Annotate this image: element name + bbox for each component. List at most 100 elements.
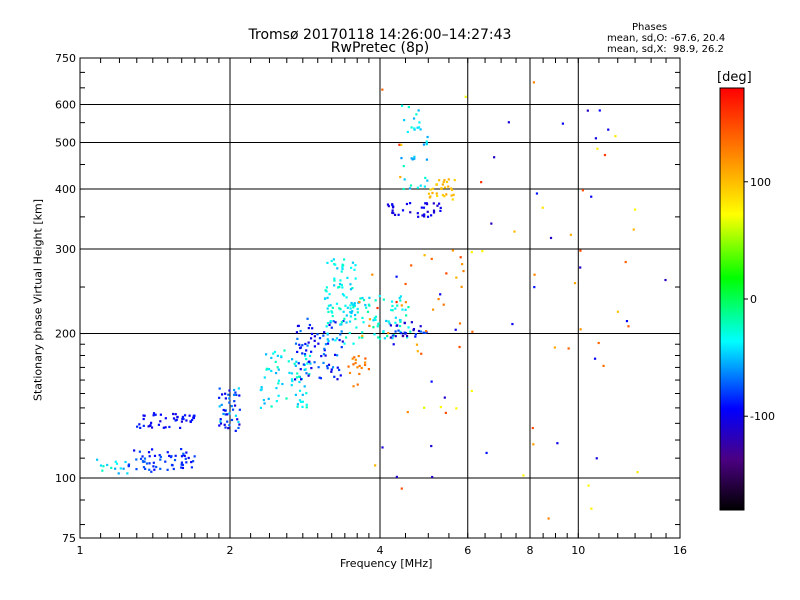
data-point — [270, 405, 273, 408]
stats-line-o: mean, sd,O: -67.6, 20.4 — [607, 33, 726, 44]
data-point — [189, 420, 192, 423]
data-point — [192, 460, 195, 463]
data-point — [150, 470, 153, 473]
data-point — [350, 311, 353, 315]
data-point — [481, 250, 484, 253]
data-point — [346, 276, 349, 279]
data-point — [285, 397, 288, 400]
data-point — [349, 307, 352, 310]
data-point — [426, 179, 429, 182]
data-point — [308, 360, 311, 363]
data-point — [135, 468, 138, 471]
data-point — [351, 286, 354, 290]
data-point — [236, 418, 239, 421]
data-point — [342, 264, 345, 267]
data-point — [159, 455, 162, 459]
data-point — [547, 517, 550, 520]
data-point — [354, 317, 357, 321]
data-point — [363, 363, 367, 367]
data-point — [304, 354, 307, 357]
data-point — [430, 257, 433, 260]
data-point — [326, 261, 329, 265]
data-point — [403, 321, 406, 324]
data-point — [326, 367, 329, 370]
data-point — [400, 157, 403, 160]
data-point — [348, 371, 352, 375]
data-point — [614, 135, 617, 138]
data-point — [174, 413, 177, 416]
data-point — [290, 384, 293, 387]
data-point — [354, 277, 357, 280]
data-point — [145, 462, 149, 465]
data-point — [346, 306, 349, 309]
data-point — [342, 294, 346, 297]
data-point — [426, 135, 429, 139]
data-point — [561, 122, 564, 125]
data-point — [127, 465, 130, 468]
data-point — [290, 358, 294, 361]
data-point — [233, 393, 236, 396]
data-point — [419, 330, 422, 333]
data-point — [363, 361, 367, 364]
data-point — [322, 361, 325, 365]
data-point — [238, 408, 241, 411]
data-point — [451, 249, 454, 252]
data-point — [303, 368, 306, 372]
data-point — [533, 273, 536, 276]
data-point — [395, 324, 398, 327]
data-point — [431, 308, 435, 311]
data-point — [398, 143, 401, 146]
data-point — [366, 310, 370, 313]
data-point — [148, 462, 151, 465]
data-point — [349, 310, 352, 314]
data-point — [374, 299, 377, 302]
x-tick-label: 10 — [571, 544, 585, 557]
data-point — [332, 258, 335, 261]
data-point — [426, 215, 430, 218]
data-point — [453, 178, 456, 182]
data-point — [386, 334, 389, 338]
data-point — [460, 285, 463, 288]
data-point — [238, 423, 241, 426]
data-point — [416, 126, 419, 129]
data-point — [470, 251, 473, 254]
data-point — [324, 354, 327, 357]
data-point — [435, 192, 438, 195]
data-point — [354, 264, 357, 267]
data-point — [406, 411, 409, 414]
data-point — [144, 467, 147, 471]
data-point — [340, 320, 343, 324]
data-point — [343, 342, 346, 345]
data-point — [136, 425, 139, 428]
data-point — [339, 308, 342, 311]
data-point — [234, 391, 237, 394]
data-point — [262, 398, 265, 402]
data-point — [227, 427, 230, 430]
stats-heading: Phases — [632, 22, 668, 33]
data-point — [389, 324, 392, 327]
data-point — [306, 344, 309, 347]
data-point — [422, 206, 426, 209]
data-point — [180, 461, 184, 464]
colorbar-tick-label: -100 — [750, 410, 775, 423]
data-point — [157, 423, 161, 426]
colorbar — [719, 87, 745, 511]
data-point — [218, 405, 221, 408]
data-point — [395, 300, 398, 304]
data-point — [329, 321, 332, 324]
data-point — [511, 322, 514, 326]
data-point — [436, 194, 439, 198]
data-point — [181, 466, 185, 470]
data-point — [396, 304, 399, 307]
data-point — [567, 347, 570, 350]
data-point — [394, 307, 397, 310]
data-point — [470, 389, 473, 393]
data-point — [326, 332, 329, 335]
data-point — [184, 457, 187, 460]
data-point — [410, 264, 413, 267]
data-point — [326, 296, 329, 299]
data-point — [153, 454, 157, 457]
data-point — [416, 350, 419, 353]
data-point — [410, 321, 413, 324]
data-point — [401, 209, 405, 212]
